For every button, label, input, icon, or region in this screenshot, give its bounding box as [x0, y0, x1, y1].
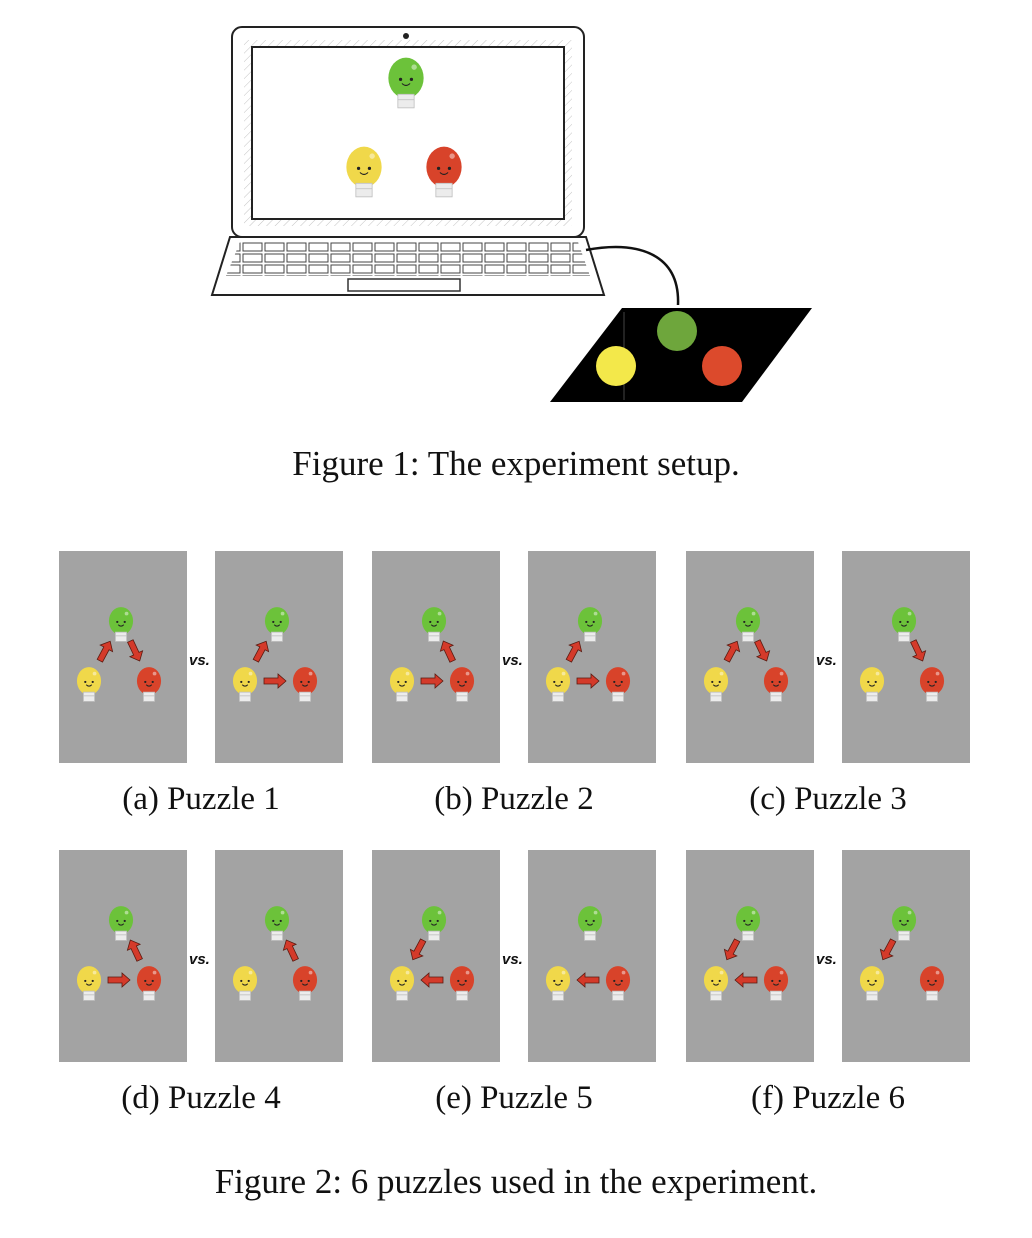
red-bulb [605, 667, 631, 702]
green-bulb [577, 607, 603, 642]
puzzle-panel-right [528, 551, 656, 763]
red-bulb [605, 966, 631, 1001]
arrow-red-to-green [126, 939, 143, 962]
red-bulb [292, 667, 318, 702]
vs-label: vs. [189, 652, 210, 669]
puzzle-caption: (b) Puzzle 2 [434, 781, 594, 817]
arrow-green-to-red [754, 639, 771, 662]
arrow-yellow-to-red [420, 673, 444, 689]
puzzle-panel-left [686, 850, 814, 1062]
yellow-bulb [76, 667, 102, 702]
puzzle-panel-right [528, 850, 656, 1062]
red-bulb [763, 667, 789, 702]
puzzle-caption: (c) Puzzle 3 [749, 781, 907, 817]
red-bulb [763, 966, 789, 1001]
screen-bulbs [346, 57, 462, 198]
puzzle-panel-right [215, 850, 343, 1062]
yellow-bulb [389, 667, 415, 702]
arrow-red-to-yellow [576, 972, 600, 988]
arrow-green-to-yellow [723, 938, 741, 961]
puzzle-caption: (e) Puzzle 5 [435, 1080, 593, 1116]
arrow-red-to-green [439, 640, 456, 663]
puzzle-panel-left [372, 551, 500, 763]
puzzle-panel-left [59, 551, 187, 763]
puzzle-panel-left [59, 850, 187, 1062]
vs-label: vs. [502, 951, 523, 968]
green-bulb [891, 906, 917, 941]
red-bulb [426, 146, 462, 198]
green-bulb [108, 607, 134, 642]
yellow-bulb [76, 966, 102, 1001]
green-bulb [264, 607, 290, 642]
yellow-bulb [859, 667, 885, 702]
yellow-bulb [859, 966, 885, 1001]
arrow-red-to-green [282, 939, 299, 962]
puzzle-caption: (a) Puzzle 1 [122, 781, 280, 817]
green-bulb [264, 906, 290, 941]
yellow-bulb [703, 966, 729, 1001]
vs-label: vs. [816, 951, 837, 968]
puzzle-panel-right [842, 551, 970, 763]
arrow-yellow-to-green [252, 640, 270, 663]
red-bulb [292, 966, 318, 1001]
figure-1-caption: Figure 1: The experiment setup. [292, 444, 740, 483]
vs-label: vs. [502, 652, 523, 669]
yellow-bulb [232, 667, 258, 702]
yellow-bulb [232, 966, 258, 1001]
yellow-bulb [346, 146, 382, 198]
yellow-bulb [545, 667, 571, 702]
red-bulb [136, 966, 162, 1001]
figure-2-caption: Figure 2: 6 puzzles used in the experime… [214, 1162, 818, 1201]
laptop [210, 26, 680, 306]
arrow-green-to-yellow [879, 938, 897, 961]
puzzle-caption: (d) Puzzle 4 [121, 1080, 281, 1116]
green-bulb [735, 607, 761, 642]
puzzle-panel-right [842, 850, 970, 1062]
yellow-button [596, 346, 636, 386]
yellow-bulb [703, 667, 729, 702]
arrow-yellow-to-red [263, 673, 287, 689]
yellow-bulb [545, 966, 571, 1001]
red-bulb [449, 667, 475, 702]
green-bulb [421, 607, 447, 642]
green-bulb [108, 906, 134, 941]
green-bulb [891, 607, 917, 642]
vs-label: vs. [189, 951, 210, 968]
figure-1 [0, 0, 1032, 420]
red-button [702, 346, 742, 386]
arrow-yellow-to-green [565, 640, 583, 663]
puzzle-caption: (f) Puzzle 6 [751, 1080, 905, 1116]
red-bulb [449, 966, 475, 1001]
button-box [550, 308, 812, 402]
vs-label: vs. [816, 652, 837, 669]
arrow-yellow-to-green [723, 640, 741, 663]
puzzle-panel-right [215, 551, 343, 763]
red-bulb [919, 667, 945, 702]
experiment-setup-illustration [210, 26, 812, 402]
arrow-yellow-to-red [576, 673, 600, 689]
red-bulb [136, 667, 162, 702]
arrow-yellow-to-red [107, 972, 131, 988]
red-bulb [919, 966, 945, 1001]
puzzle-panel-left [372, 850, 500, 1062]
arrow-yellow-to-green [96, 640, 114, 663]
green-bulb [421, 906, 447, 941]
arrow-red-to-yellow [734, 972, 758, 988]
green-bulb [735, 906, 761, 941]
arrow-green-to-red [910, 639, 927, 662]
arrow-green-to-red [127, 639, 144, 662]
green-bulb [388, 57, 424, 109]
arrow-red-to-yellow [420, 972, 444, 988]
green-button [657, 311, 697, 351]
arrow-green-to-yellow [409, 938, 427, 961]
green-bulb [577, 906, 603, 941]
yellow-bulb [389, 966, 415, 1001]
puzzle-panel-left [686, 551, 814, 763]
